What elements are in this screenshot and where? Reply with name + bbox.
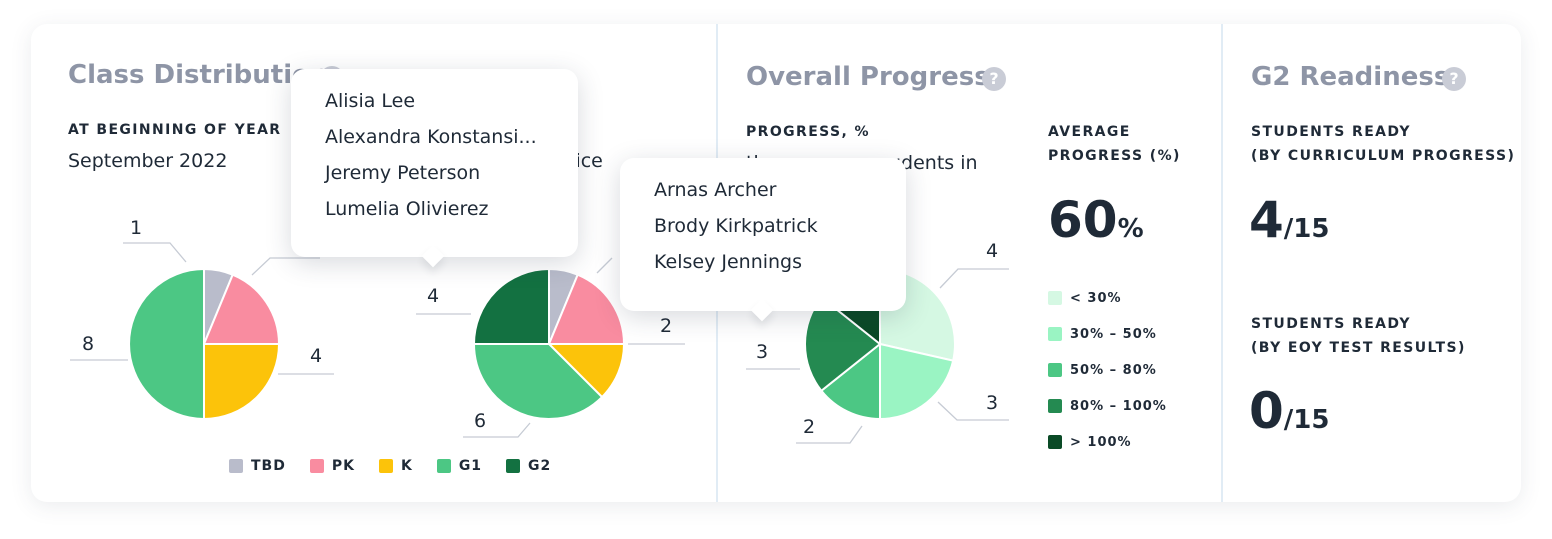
legend-label: PK bbox=[331, 458, 355, 474]
average-progress-caption: PROGRESS (%) bbox=[1048, 148, 1181, 164]
grade-legend: TBD PK K G1 G2 bbox=[229, 458, 551, 474]
progress-subtitle-end: udents in bbox=[889, 152, 978, 174]
beginning-pie-slice-label: 8 bbox=[82, 333, 94, 355]
curriculum-ready-count: 4 bbox=[1249, 191, 1284, 249]
legend-item-k: K bbox=[378, 458, 413, 474]
beginning-pie-label-leader bbox=[251, 257, 320, 276]
legend-swatch bbox=[506, 459, 521, 473]
legend-label: 50% – 80% bbox=[1070, 362, 1157, 378]
legend-swatch bbox=[378, 459, 393, 473]
progress-pie-slice-label: 4 bbox=[986, 240, 998, 262]
legend-item-80-100: 80% – 100% bbox=[1048, 388, 1167, 424]
legend-swatch bbox=[1048, 435, 1062, 449]
help-icon[interactable]: ? bbox=[1442, 67, 1466, 91]
legend-swatch bbox=[229, 459, 243, 473]
average-progress-value: 60% bbox=[1048, 195, 1144, 254]
progress-pie-slice-p-30-50[interactable] bbox=[879, 342, 955, 421]
progress-pie-label-leader bbox=[796, 425, 863, 444]
curriculum-ready-caption: STUDENTS READY bbox=[1251, 124, 1411, 140]
beginning-pie-slice-label: 4 bbox=[310, 345, 322, 367]
student-name[interactable]: Brody Kirkpatrick bbox=[654, 215, 818, 237]
progress-pie-slice-p-50-80[interactable] bbox=[819, 341, 881, 421]
legend-label: G2 bbox=[528, 458, 552, 474]
legend-label: TBD bbox=[251, 458, 286, 474]
current-pie-slice-label: 4 bbox=[427, 285, 439, 307]
student-name[interactable]: Alisia Lee bbox=[325, 90, 416, 112]
legend-item-30-50: 30% – 50% bbox=[1048, 316, 1167, 352]
current-pie-label-leader bbox=[596, 257, 613, 274]
legend-swatch bbox=[1048, 327, 1062, 341]
students-tooltip: Alisia Lee Alexandra Konstansi... Jeremy… bbox=[291, 69, 578, 268]
eoy-ready-total: /15 bbox=[1283, 405, 1330, 435]
legend-label: > 100% bbox=[1070, 434, 1132, 450]
section-divider bbox=[1221, 24, 1223, 502]
overall-progress-title: Overall Progress bbox=[746, 62, 990, 92]
legend-label: < 30% bbox=[1070, 290, 1122, 306]
current-pie-slice-label: 6 bbox=[474, 410, 486, 432]
current-pie-slice-g1[interactable] bbox=[472, 343, 604, 420]
beginning-pie-slice-pk[interactable] bbox=[202, 273, 281, 345]
progress-pie-label-leader bbox=[939, 268, 1009, 289]
legend-label: 80% – 100% bbox=[1070, 398, 1167, 414]
average-progress-unit: % bbox=[1117, 214, 1144, 244]
beginning-of-year-caption: AT BEGINNING OF YEAR bbox=[68, 122, 282, 138]
legend-swatch bbox=[436, 459, 451, 473]
student-name[interactable]: Jeremy Peterson bbox=[325, 162, 481, 184]
legend-swatch bbox=[1048, 291, 1062, 305]
beginning-of-year-date: September 2022 bbox=[68, 150, 228, 172]
g2-readiness-title: G2 Readiness bbox=[1251, 62, 1450, 92]
current-pie-slice-pk[interactable] bbox=[547, 273, 626, 345]
eoy-ready-value: 0/15 bbox=[1249, 386, 1329, 445]
curriculum-ready-value: 4/15 bbox=[1249, 195, 1329, 254]
progress-caption: PROGRESS, % bbox=[746, 124, 870, 140]
current-pie-label-leader bbox=[463, 422, 531, 438]
current-pie-slice-k[interactable] bbox=[546, 343, 626, 399]
legend-item-g1: G1 bbox=[436, 458, 483, 474]
class-distribution-title: Class Distribution bbox=[68, 60, 329, 90]
progress-pie-slice-label: 3 bbox=[756, 341, 768, 363]
legend-item-pk: PK bbox=[309, 458, 355, 474]
legend-label: 30% – 50% bbox=[1070, 326, 1157, 342]
legend-item-g2: G2 bbox=[506, 458, 551, 474]
average-progress-caption: AVERAGE bbox=[1048, 124, 1131, 140]
current-pie-slice-label: 2 bbox=[660, 315, 672, 337]
legend-swatch bbox=[309, 459, 324, 473]
legend-swatch bbox=[1048, 399, 1062, 413]
beginning-pie-label-leader bbox=[123, 242, 187, 263]
progress-pie-label-leader bbox=[937, 401, 1009, 421]
average-progress-number: 60 bbox=[1048, 191, 1118, 249]
legend-label: G1 bbox=[458, 458, 483, 474]
legend-item-lt30: < 30% bbox=[1048, 280, 1167, 316]
student-name[interactable]: Alexandra Konstansi... bbox=[325, 126, 537, 148]
student-name[interactable]: Kelsey Jennings bbox=[654, 251, 803, 273]
current-pie-slice-g2[interactable] bbox=[472, 267, 550, 345]
legend-swatch bbox=[1048, 363, 1062, 377]
student-name[interactable]: Arnas Archer bbox=[654, 179, 777, 201]
beginning-pie-slice-g1[interactable] bbox=[128, 267, 205, 421]
student-name[interactable]: Lumelia Olivierez bbox=[325, 198, 489, 220]
legend-item-tbd: TBD bbox=[229, 458, 286, 474]
beginning-pie-slice-label: 1 bbox=[130, 217, 142, 239]
progress-pie-slice-label: 2 bbox=[803, 416, 815, 438]
legend-item-50-80: 50% – 80% bbox=[1048, 352, 1167, 388]
curriculum-ready-caption: (BY CURRICULUM PROGRESS) bbox=[1251, 148, 1516, 164]
curriculum-ready-total: /15 bbox=[1283, 214, 1330, 244]
beginning-pie-slice-k[interactable] bbox=[203, 343, 281, 421]
progress-pie-slice-label: 3 bbox=[986, 392, 998, 414]
legend-item-gt100: > 100% bbox=[1048, 424, 1167, 460]
eoy-ready-caption: (BY EOY TEST RESULTS) bbox=[1251, 340, 1466, 356]
eoy-ready-caption: STUDENTS READY bbox=[1251, 316, 1411, 332]
eoy-ready-count: 0 bbox=[1249, 382, 1284, 440]
progress-legend: < 30% 30% – 50% 50% – 80% 80% – 100% > 1… bbox=[1048, 280, 1167, 460]
legend-label: K bbox=[400, 458, 413, 474]
students-tooltip: Arnas Archer Brody Kirkpatrick Kelsey Je… bbox=[620, 158, 906, 322]
help-icon[interactable]: ? bbox=[982, 67, 1006, 91]
